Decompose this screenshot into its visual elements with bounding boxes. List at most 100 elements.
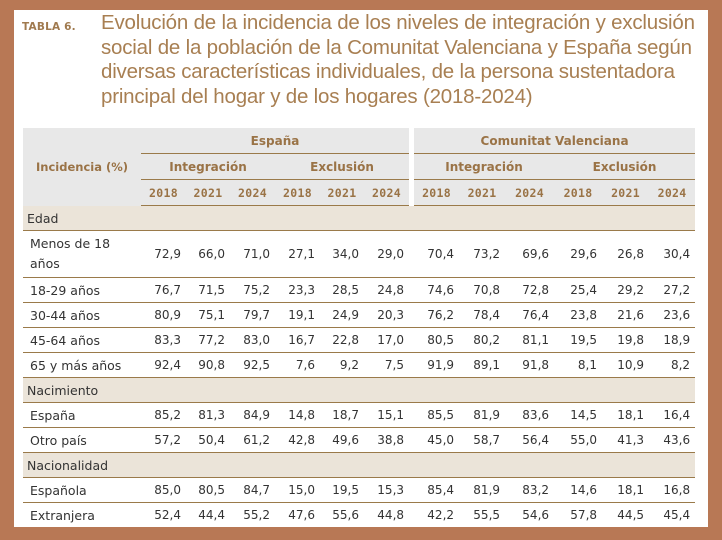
value-cell: 79,7 [230,302,275,328]
value-cell: 14,5 [554,402,603,428]
value-cell: 34,0 [320,230,364,278]
year-header: 2018 [414,179,460,206]
row-label: Española [23,477,141,503]
value-cell: 24,8 [364,277,410,303]
value-cell: 75,1 [186,302,230,328]
value-cell: 66,0 [186,230,230,278]
value-cell: 73,2 [459,230,506,278]
value-cell: 17,0 [364,327,410,353]
value-cell: 56,4 [505,427,555,453]
value-cell: 43,6 [649,427,696,453]
value-cell: 20,3 [364,302,410,328]
row-label: 30-44 años [23,302,141,328]
row-label: 18-29 años [23,277,141,303]
table-panel: TABLA 6. Evolución de la incidencia de l… [14,10,708,527]
value-cell: 92,5 [230,352,275,378]
value-cell: 83,0 [230,327,275,353]
value-cell: 7,6 [275,352,320,378]
value-cell: 85,5 [414,402,460,428]
value-cell: 19,5 [320,477,364,503]
header-row-years: 2018 2021 2024 2018 2021 2024 2018 2021 2024 2018… [23,179,696,206]
value-cell: 76,4 [505,302,555,328]
table-row: España 85,2 81,3 84,9 14,8 18,7 15,1 85,5 81,9 83… [23,402,696,428]
value-cell: 45,4 [663,508,691,522]
value-cell: 80,5 [414,327,460,353]
year-header: 2018 [554,179,603,206]
group-label: Edad [23,205,696,231]
value-cell: 72,9 [141,230,186,278]
value-cell: 70,8 [459,277,506,303]
year-header: 2021 [602,179,650,206]
group-label: Nacimiento [23,377,696,403]
table-row: Menos de 18 años 72,9 66,0 71,0 27,1 34,0 29,0… [23,230,696,278]
value-cell: 23,3 [275,277,320,303]
value-cell: 58,7 [459,427,506,453]
measure-header-exclusion: Exclusión [275,153,410,180]
value-cell: 71,5 [186,277,230,303]
value-cell: 19,8 [602,327,650,353]
value-cell: 81,1 [505,327,555,353]
value-cell: 27,2 [649,277,696,303]
column-gap [409,402,415,428]
value-cell: 72,8 [505,277,555,303]
value-cell: 61,2 [230,427,275,453]
value-cell: 55,6 [332,508,359,522]
year-header: 2024 [230,179,275,206]
group-row: Nacionalidad [23,452,696,478]
year-header: 2018 [141,179,186,206]
value-cell: 25,4 [554,277,603,303]
value-cell: 24,9 [320,302,364,328]
column-gap [409,230,415,278]
value-cell: 91,8 [505,352,555,378]
value-cell: 80,5 [186,477,230,503]
group-row: Edad [23,205,696,231]
row-label: Otro país [23,427,141,453]
value-cell: 41,3 [602,427,650,453]
value-cell: 81,9 [459,402,506,428]
year-header: 2018 [275,179,320,206]
value-cell: 55,2 [243,508,270,522]
value-cell: 27,1 [275,230,320,278]
row-label: Extranjera [30,507,95,523]
value-cell: 44,4 [198,508,225,522]
value-cell: 38,8 [364,427,410,453]
value-cell: 80,9 [141,302,186,328]
value-cell: 29,6 [554,230,603,278]
value-cell: 21,6 [602,302,650,328]
value-cell: 44,5 [617,508,645,522]
region-header-comunitat-valenciana: Comunitat Valenciana [414,128,696,154]
value-cell: 77,2 [186,327,230,353]
table-row: Otro país 57,2 50,4 61,2 42,8 49,6 38,8 45,0 58,… [23,427,696,453]
group-row: Nacimiento [23,377,696,403]
row-header-label: Incidencia (%) [23,128,141,206]
value-cell: 83,3 [141,327,186,353]
value-cell: 18,1 [602,477,650,503]
value-cell: 15,3 [364,477,410,503]
table-row: Española 85,0 80,5 84,7 15,0 19,5 15,3 85,4 81,9… [23,477,696,503]
table-row: 45-64 años 83,3 77,2 83,0 16,7 22,8 17,0 80,5 80… [23,327,696,353]
column-gap [409,277,415,303]
value-cell: 81,3 [186,402,230,428]
value-cell: 8,1 [554,352,603,378]
year-header: 2021 [186,179,230,206]
value-cell: 42,8 [275,427,320,453]
value-cell: 55,0 [554,427,603,453]
header-row-regions: Incidencia (%) España Comunitat Valenciana [23,128,696,206]
value-cell: 70,4 [414,230,460,278]
column-gap [409,302,415,328]
row-label: España [23,402,141,428]
value-cell: 44,8 [377,508,405,522]
value-cell: 83,2 [505,477,555,503]
value-cell: 76,2 [414,302,460,328]
value-cell: 19,5 [554,327,603,353]
column-gap [409,427,415,453]
value-cell: 18,7 [320,402,364,428]
measure-header-integracion: Integración [141,153,275,180]
value-cell: 84,7 [230,477,275,503]
column-gap [409,477,415,503]
value-cell: 85,0 [141,477,186,503]
value-cell: 80,2 [459,327,506,353]
value-cell: 85,2 [141,402,186,428]
value-cell: 81,9 [459,477,506,503]
table-row: 30-44 años 80,9 75,1 79,7 19,1 24,9 20,3 76,2 78… [23,302,696,328]
